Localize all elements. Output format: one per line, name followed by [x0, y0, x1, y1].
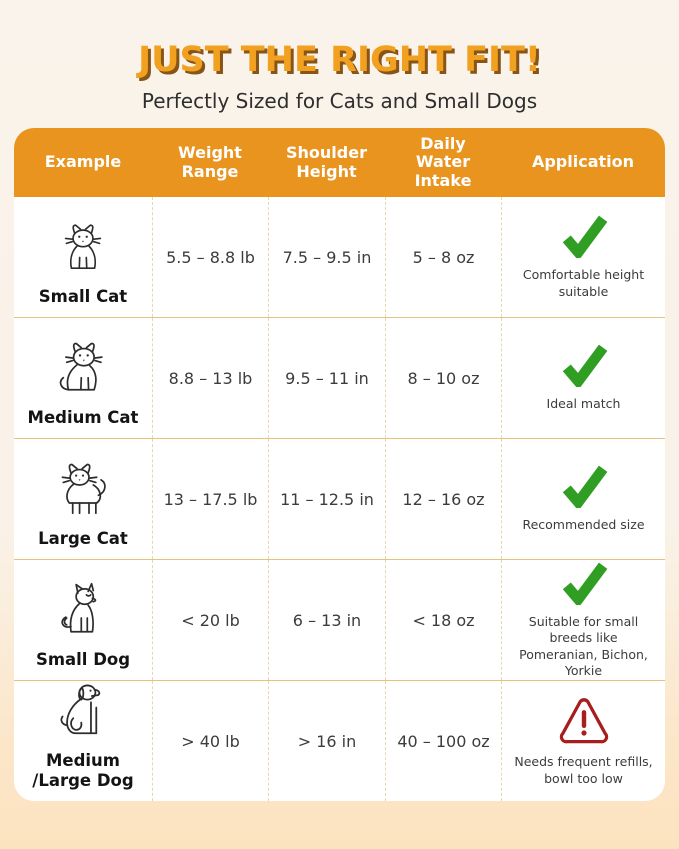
- application-text: Comfortable height suitable: [522, 267, 645, 299]
- check-icon: [559, 343, 609, 391]
- small-dog-icon: [53, 582, 113, 646]
- example-cell: Large Cat: [14, 439, 152, 559]
- medium-large-dog-icon: [52, 681, 114, 747]
- application-text: Ideal match: [546, 396, 621, 412]
- example-label: Large Cat: [38, 529, 128, 549]
- sizing-table: Example Weight Range Shoulder Height Dai…: [14, 128, 665, 801]
- warning-icon: [557, 695, 611, 749]
- table-row-small-cat: Small Cat 5.5 – 8.8 lb 7.5 – 9.5 in 5 – …: [14, 197, 665, 317]
- weight-range-cell: > 40 lb: [152, 681, 268, 801]
- shoulder-height-value: 6 – 13 in: [292, 610, 362, 630]
- page-header: JUST THE RIGHT FIT! Perfectly Sized for …: [0, 0, 679, 113]
- check-icon: [559, 214, 609, 262]
- application-cell: Suitable for small breeds like Pomerania…: [501, 560, 665, 680]
- daily-water-intake-value: 12 – 16 oz: [402, 489, 485, 509]
- weight-range-value: 8.8 – 13 lb: [168, 368, 253, 388]
- example-label: Small Cat: [38, 287, 128, 307]
- daily-water-intake-value: 5 – 8 oz: [412, 247, 475, 267]
- page-title: JUST THE RIGHT FIT!: [138, 40, 541, 80]
- weight-range-value: 5.5 – 8.8 lb: [166, 247, 255, 267]
- application-cell: Recommended size: [501, 439, 665, 559]
- table-header-row: Example Weight Range Shoulder Height Dai…: [14, 128, 665, 197]
- weight-range-value: 13 – 17.5 lb: [163, 489, 258, 509]
- application-cell: Needs frequent refills, bowl too low: [501, 681, 665, 801]
- application-cell: Comfortable height suitable: [501, 197, 665, 317]
- table-row-small-dog: Small Dog < 20 lb 6 – 13 in < 18 oz Suit…: [14, 559, 665, 680]
- daily-water-intake-cell: 12 – 16 oz: [385, 439, 501, 559]
- shoulder-height-cell: 9.5 – 11 in: [268, 318, 385, 438]
- shoulder-height-value: > 16 in: [297, 731, 357, 751]
- shoulder-height-cell: 11 – 12.5 in: [268, 439, 385, 559]
- weight-range-value: > 40 lb: [181, 731, 240, 751]
- large-cat-icon: [52, 461, 114, 525]
- application-text: Suitable for small breeds like Pomerania…: [519, 614, 648, 678]
- shoulder-height-value: 9.5 – 11 in: [285, 368, 369, 388]
- column-header-shoulder-height: Shoulder Height: [286, 143, 367, 181]
- check-icon: [559, 464, 609, 512]
- table-row-large-cat: Large Cat 13 – 17.5 lb 11 – 12.5 in 12 –…: [14, 438, 665, 559]
- shoulder-height-value: 7.5 – 9.5 in: [282, 247, 372, 267]
- weight-range-value: < 20 lb: [181, 610, 240, 630]
- medium-cat-icon: [53, 340, 113, 404]
- daily-water-intake-value: 8 – 10 oz: [407, 368, 480, 388]
- shoulder-height-cell: > 16 in: [268, 681, 385, 801]
- weight-range-cell: 13 – 17.5 lb: [152, 439, 268, 559]
- weight-range-cell: 5.5 – 8.8 lb: [152, 197, 268, 317]
- example-label: Medium /Large Dog: [32, 751, 134, 791]
- page-subtitle: Perfectly Sized for Cats and Small Dogs: [141, 89, 538, 113]
- shoulder-height-value: 11 – 12.5 in: [280, 489, 374, 509]
- example-label: Medium Cat: [27, 408, 139, 428]
- weight-range-cell: 8.8 – 13 lb: [152, 318, 268, 438]
- daily-water-intake-value: 40 – 100 oz: [397, 731, 490, 751]
- weight-range-cell: < 20 lb: [152, 560, 268, 680]
- column-header-weight-range: Weight Range: [178, 143, 242, 181]
- table-row-medium-large-dog: Medium /Large Dog > 40 lb > 16 in 40 – 1…: [14, 680, 665, 801]
- daily-water-intake-cell: 8 – 10 oz: [385, 318, 501, 438]
- table-row-medium-cat: Medium Cat 8.8 – 13 lb 9.5 – 11 in 8 – 1…: [14, 317, 665, 438]
- daily-water-intake-value: < 18 oz: [412, 610, 475, 630]
- example-cell: Medium Cat: [14, 318, 152, 438]
- column-header-application: Application: [531, 152, 635, 172]
- shoulder-height-cell: 7.5 – 9.5 in: [268, 197, 385, 317]
- table-body: Small Cat 5.5 – 8.8 lb 7.5 – 9.5 in 5 – …: [14, 197, 665, 801]
- small-cat-icon: [54, 221, 112, 283]
- shoulder-height-cell: 6 – 13 in: [268, 560, 385, 680]
- example-cell: Small Cat: [14, 197, 152, 317]
- example-cell: Medium /Large Dog: [14, 681, 152, 801]
- application-cell: Ideal match: [501, 318, 665, 438]
- daily-water-intake-cell: 40 – 100 oz: [385, 681, 501, 801]
- column-header-daily-water-intake: Daily Water Intake: [414, 133, 472, 190]
- daily-water-intake-cell: 5 – 8 oz: [385, 197, 501, 317]
- daily-water-intake-cell: < 18 oz: [385, 560, 501, 680]
- check-icon: [559, 561, 609, 609]
- application-text: Recommended size: [522, 517, 645, 533]
- application-text: Needs frequent refills, bowl too low: [514, 754, 653, 786]
- column-header-example: Example: [44, 152, 122, 172]
- example-cell: Small Dog: [14, 560, 152, 680]
- example-label: Small Dog: [35, 650, 131, 670]
